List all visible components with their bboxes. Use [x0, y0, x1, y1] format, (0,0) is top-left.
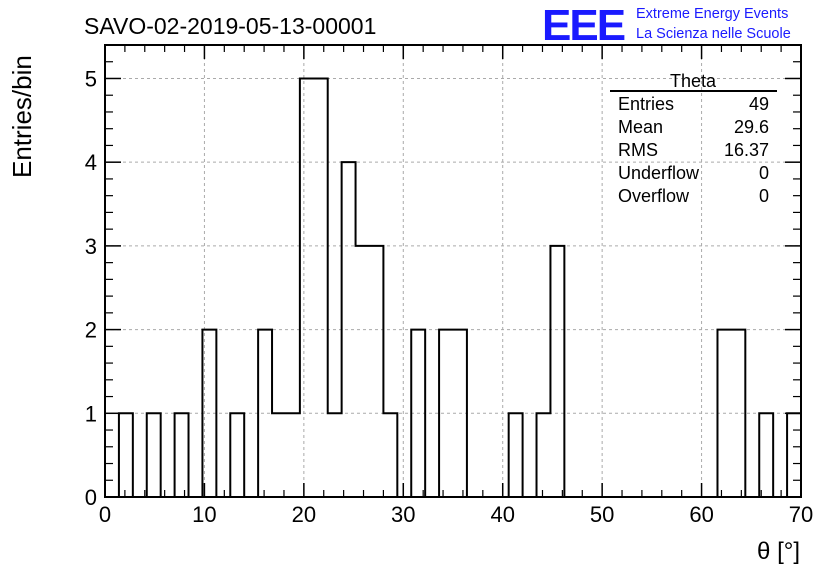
x-axis-label: θ [°]: [757, 538, 800, 565]
stats-row-rms: RMS 16.37: [618, 140, 769, 160]
stats-value: 49: [749, 94, 769, 114]
x-axis-ticks: 0 10 20 30 40 50 60 70: [99, 45, 813, 527]
histogram-bin: [147, 413, 161, 497]
histogram-outline: [105, 77, 801, 498]
y-axis-ticks: 0 1 2 3 4 5: [85, 44, 801, 510]
x-tick-label: 0: [99, 502, 111, 527]
histogram-bin: [759, 413, 773, 497]
y-tick-label: 1: [85, 401, 97, 426]
y-tick-label: 4: [85, 150, 97, 175]
stats-label: Underflow: [618, 163, 700, 183]
eee-logo: EEE Extreme Energy Events La Scienza nel…: [542, 1, 791, 50]
stats-label: Mean: [618, 117, 663, 137]
histogram-bin: [550, 246, 564, 497]
histogram-bin: [356, 246, 370, 497]
stats-label: Entries: [618, 94, 674, 114]
y-tick-label: 0: [85, 485, 97, 510]
stats-row-entries: Entries 49: [618, 94, 769, 114]
histogram-bin: [383, 413, 397, 497]
histogram-bin: [328, 413, 342, 497]
stats-row-overflow: Overflow 0: [618, 186, 769, 206]
stats-value: 0: [759, 186, 769, 206]
x-tick-label: 10: [192, 502, 216, 527]
histogram-bin: [175, 413, 189, 497]
x-tick-label: 20: [292, 502, 316, 527]
x-tick-label: 60: [689, 502, 713, 527]
x-tick-label: 70: [789, 502, 813, 527]
stats-value: 29.6: [734, 117, 769, 137]
plot-frame: [104, 44, 802, 498]
histogram-bin: [787, 413, 801, 497]
grid-lines: [105, 45, 801, 497]
histogram-bins: [119, 78, 801, 497]
histogram-bin: [272, 413, 286, 497]
stats-label: RMS: [618, 140, 658, 160]
eee-logo-line1: Extreme Energy Events: [636, 6, 788, 22]
histogram-bin: [369, 246, 383, 497]
stats-title: Theta: [670, 71, 717, 91]
eee-logo-text: EEE: [542, 1, 625, 50]
histogram-bin: [300, 78, 314, 497]
x-tick-label: 40: [490, 502, 514, 527]
histogram-bin: [509, 413, 523, 497]
chart-title: SAVO-02-2019-05-13-00001: [84, 13, 376, 39]
y-tick-label: 5: [85, 66, 97, 91]
histogram-bin: [537, 413, 551, 497]
y-tick-label: 3: [85, 234, 97, 259]
stats-value: 16.37: [724, 140, 769, 160]
x-tick-label: 50: [590, 502, 614, 527]
histogram-bin: [314, 78, 328, 497]
eee-logo-line2: La Scienza nelle Scuole: [636, 26, 791, 42]
stats-row-underflow: Underflow 0: [618, 163, 769, 183]
stats-value: 0: [759, 163, 769, 183]
stats-box: Theta Entries 49 Mean 29.6 RMS 16.37 Und…: [610, 71, 777, 206]
stats-row-mean: Mean 29.6: [618, 117, 769, 137]
histogram-bin: [230, 413, 244, 497]
histogram-bin: [119, 413, 133, 497]
y-tick-label: 2: [85, 318, 97, 343]
stats-label: Overflow: [618, 186, 690, 206]
y-axis-label: Entries/bin: [7, 55, 37, 178]
x-tick-label: 30: [391, 502, 415, 527]
histogram-bin: [286, 413, 300, 497]
